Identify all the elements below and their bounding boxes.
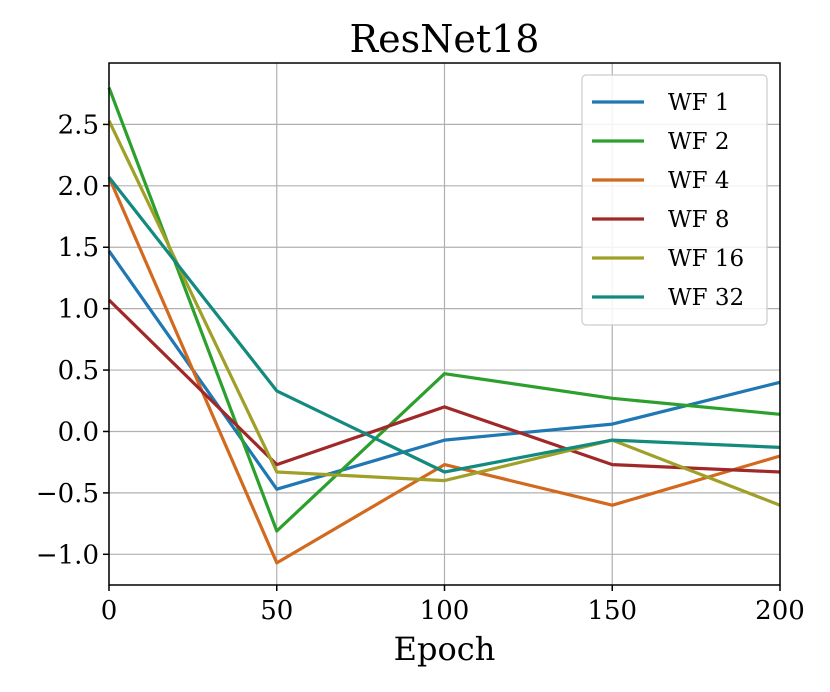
axis-ticks: 0 50 100 150 200 −1.0 −0.5 0.0 0.5 1.0 1.5 2.0 2.5 <box>36 110 805 626</box>
x-tick-label: 50 <box>260 596 293 626</box>
y-tick-label: 2.5 <box>58 110 99 140</box>
legend: WF 1 WF 2 WF 4 WF 8 WF 16 WF 32 <box>581 74 768 326</box>
series-line-wf-16 <box>107 120 781 507</box>
legend-entry-label: WF 32 <box>668 285 744 311</box>
series-line-wf-4 <box>107 176 781 565</box>
legend-box <box>581 74 768 326</box>
y-tick-label: −0.5 <box>36 479 99 509</box>
x-tick-label: 100 <box>420 596 470 626</box>
series-lines <box>107 87 781 565</box>
series-line-wf-32 <box>107 176 781 474</box>
y-tick-label: 2.0 <box>58 172 99 202</box>
series-line-wf-2 <box>107 87 781 533</box>
y-tick-label: 0.5 <box>58 356 99 386</box>
legend-entry-label: WF 4 <box>668 168 730 194</box>
legend-entry-label: WF 16 <box>668 246 744 272</box>
y-tick-label: 1.5 <box>58 233 99 263</box>
y-tick-label: 1.0 <box>58 295 99 325</box>
legend-entry-label: WF 2 <box>668 129 730 155</box>
chart-title: ResNet18 <box>350 17 540 61</box>
x-tick-label: 0 <box>101 596 118 626</box>
legend-entry-label: WF 1 <box>668 90 730 116</box>
legend-entry-label: WF 8 <box>668 207 730 233</box>
x-axis-label: Epoch <box>394 630 496 668</box>
series-line-wf-8 <box>107 298 781 474</box>
x-tick-label: 150 <box>587 596 637 626</box>
x-tick-label: 200 <box>755 596 805 626</box>
y-tick-label: −1.0 <box>36 540 99 570</box>
y-tick-label: 0.0 <box>58 417 99 447</box>
